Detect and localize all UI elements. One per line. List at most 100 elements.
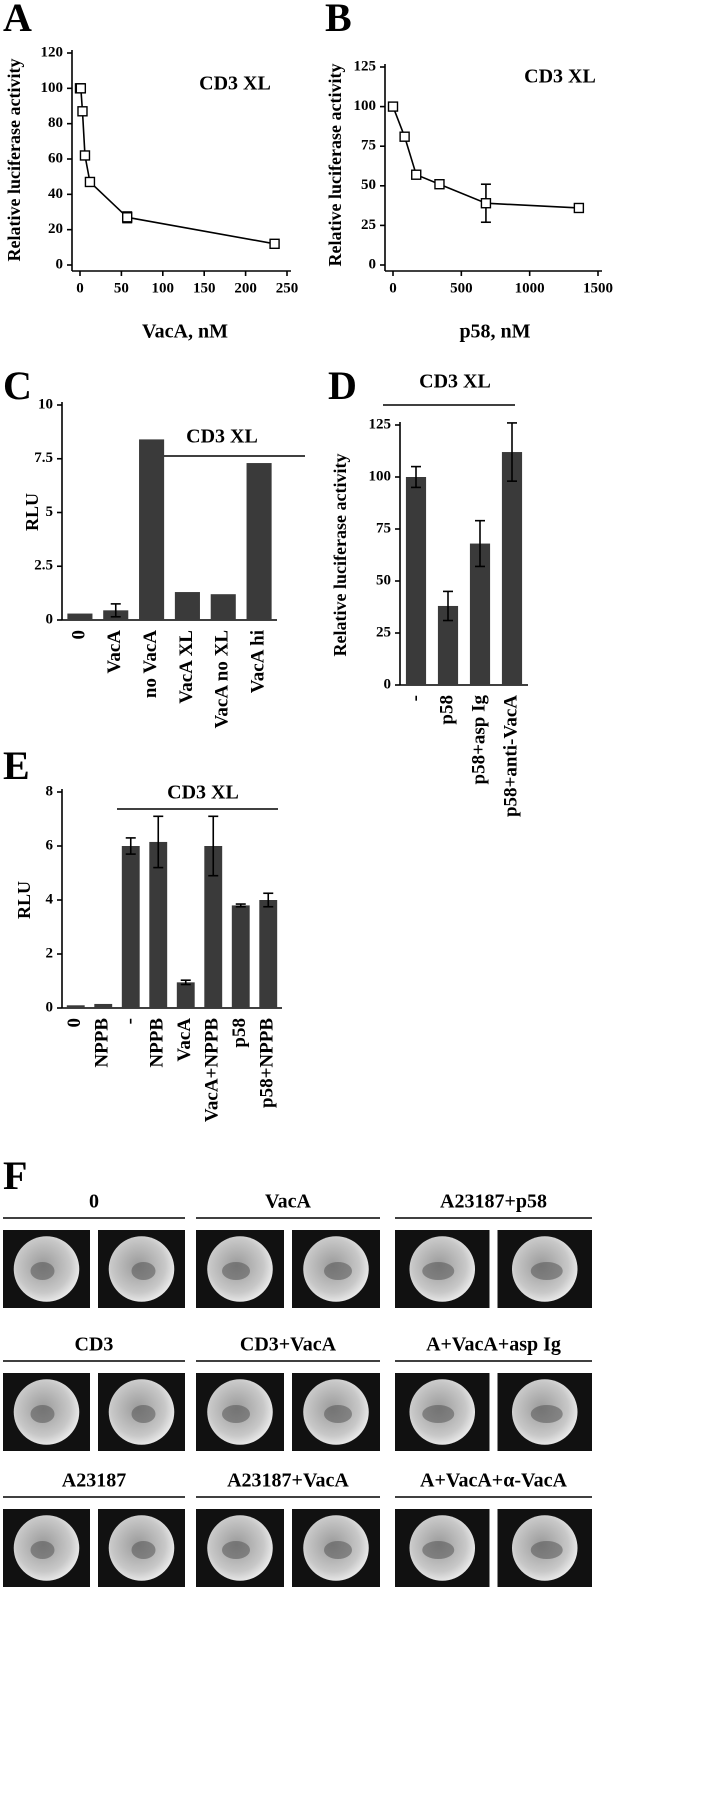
- group-label: A23187+p58: [440, 1191, 547, 1213]
- y-tick-label: 100: [41, 80, 64, 96]
- bar: [139, 439, 165, 620]
- x-tick-label: 1500: [583, 280, 613, 296]
- x-tick-label: VacA: [104, 630, 125, 674]
- y-tick-label: 100: [369, 468, 392, 484]
- y-tick-label: 50: [361, 177, 376, 193]
- x-tick-label: NPPB: [92, 1018, 113, 1068]
- vacuole: [131, 1262, 156, 1280]
- x-tick-label: p58+NPPB: [257, 1018, 278, 1108]
- x-tick-label: 150: [193, 280, 216, 296]
- bar: [405, 477, 427, 685]
- y-tick-label: 120: [41, 44, 64, 60]
- bar: [204, 846, 223, 1008]
- x-tick-label: -: [404, 695, 425, 701]
- x-tick-label: 0: [68, 630, 89, 640]
- y-tick-label: 75: [361, 138, 376, 154]
- bar: [66, 1005, 85, 1008]
- group-label: A+VacA+asp Ig: [426, 1334, 561, 1356]
- vacuole: [422, 1262, 455, 1280]
- group-label: A+VacA+α-VacA: [420, 1470, 567, 1492]
- x-tick-label: VacA no XL: [212, 630, 233, 729]
- y-tick-label: 5: [46, 504, 54, 520]
- group-label: CD3+VacA: [240, 1334, 337, 1356]
- vacuole: [530, 1541, 563, 1559]
- panel-letter: A: [3, 0, 32, 40]
- bar: [437, 605, 459, 685]
- y-tick-label: 125: [354, 58, 377, 74]
- group-label: A23187+VacA: [227, 1470, 349, 1492]
- vacuole: [530, 1405, 563, 1423]
- y-axis-label: RLU: [22, 493, 42, 531]
- x-axis-label: p58, nM: [459, 321, 530, 343]
- x-tick-label: 0: [64, 1018, 85, 1028]
- x-tick-label: p58: [436, 695, 457, 725]
- annotation: CD3 XL: [524, 66, 596, 88]
- y-tick-label: 80: [48, 115, 63, 131]
- annotation: CD3 XL: [419, 371, 491, 393]
- bar: [246, 463, 272, 620]
- marker: [573, 202, 585, 214]
- group-label: VacA: [265, 1191, 311, 1213]
- error-bar: [507, 422, 517, 482]
- bar: [231, 905, 250, 1008]
- y-axis-label: Relative luciferase activity: [330, 454, 350, 657]
- panel-letter: C: [3, 363, 32, 408]
- x-tick-label: VacA+NPPB: [202, 1018, 223, 1122]
- bar: [67, 613, 93, 620]
- y-tick-label: 60: [48, 150, 63, 166]
- marker: [399, 131, 410, 142]
- vacuole: [131, 1541, 156, 1559]
- annotation: CD3 XL: [199, 73, 271, 95]
- x-tick-label: 100: [152, 280, 175, 296]
- vacuole: [324, 1541, 352, 1559]
- marker: [434, 179, 445, 190]
- x-tick-label: 50: [114, 280, 129, 296]
- x-tick-label: NPPB: [147, 1018, 168, 1068]
- vacuole: [422, 1541, 455, 1559]
- data-line: [80, 87, 275, 245]
- y-tick-label: 25: [376, 624, 391, 640]
- x-tick-label: no VacA: [140, 630, 161, 698]
- bar: [149, 841, 168, 1008]
- y-axis-label: Relative luciferase activity: [325, 64, 345, 267]
- bar: [469, 543, 491, 685]
- y-tick-label: 7.5: [34, 450, 53, 466]
- x-tick-label: 1000: [515, 280, 545, 296]
- x-tick-label: 0: [389, 280, 397, 296]
- vacuole: [324, 1262, 352, 1280]
- x-tick-label: VacA hi: [247, 630, 268, 693]
- vacuole: [30, 1405, 55, 1423]
- x-tick-label: 0: [76, 280, 84, 296]
- error-bar: [110, 603, 121, 618]
- x-tick-label: -: [119, 1018, 140, 1024]
- marker: [387, 101, 399, 112]
- group-label: A23187: [62, 1470, 126, 1492]
- marker: [84, 176, 96, 188]
- bar: [501, 452, 523, 685]
- group-label: 0: [89, 1191, 99, 1213]
- bar: [259, 900, 278, 1008]
- error-bar: [475, 519, 485, 568]
- x-tick-label: VacA XL: [176, 630, 197, 704]
- y-tick-label: 0: [46, 611, 54, 627]
- y-tick-label: 8: [46, 783, 54, 799]
- vacuole: [222, 1405, 250, 1423]
- panel-letter: D: [328, 363, 357, 408]
- y-axis-label: Relative luciferase activity: [4, 59, 24, 262]
- marker: [121, 212, 133, 223]
- group-label: CD3: [75, 1334, 114, 1356]
- y-tick-label: 4: [46, 891, 54, 907]
- y-tick-label: 40: [48, 186, 63, 202]
- marker: [269, 238, 280, 250]
- x-tick-label: p58: [229, 1018, 250, 1048]
- vacuole: [422, 1405, 455, 1423]
- y-tick-label: 2.5: [34, 558, 53, 574]
- y-tick-label: 0: [369, 256, 377, 272]
- vacuole: [222, 1541, 250, 1559]
- vacuole: [324, 1405, 352, 1423]
- annotation: CD3 XL: [167, 782, 239, 804]
- vacuole: [131, 1405, 156, 1423]
- bar: [210, 594, 236, 620]
- x-tick-label: 250: [276, 280, 299, 296]
